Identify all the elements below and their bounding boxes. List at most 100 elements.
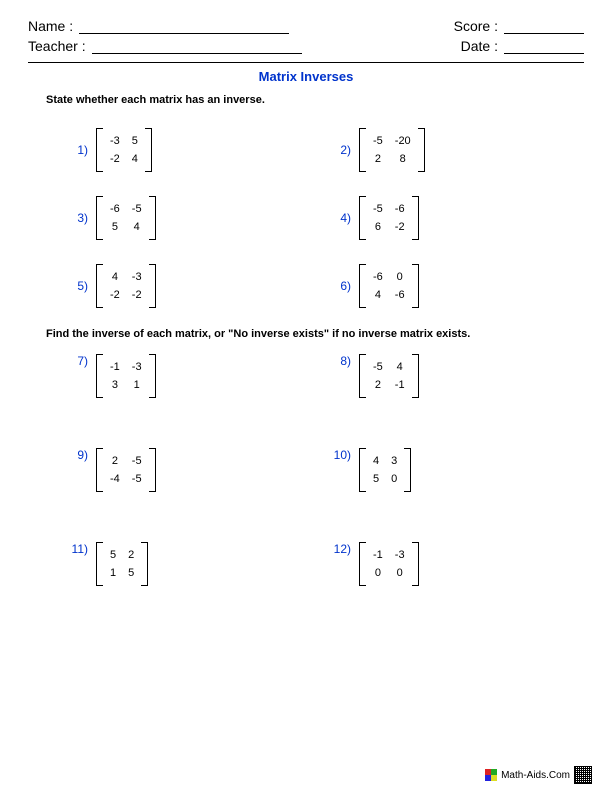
- matrix: 4-3-2-2: [96, 264, 156, 308]
- matrix-cell: 4: [126, 150, 144, 168]
- matrix: -5-2028: [359, 128, 425, 172]
- score-label: Score :: [454, 18, 498, 34]
- matrix-cell: 5: [122, 564, 140, 582]
- matrix-cell: -5: [126, 470, 148, 488]
- matrix-cell: -5: [367, 358, 389, 376]
- matrix-cell: -1: [389, 376, 411, 394]
- matrix-cell: 2: [367, 376, 389, 394]
- instruction-2: Find the inverse of each matrix, or "No …: [46, 328, 584, 340]
- problem: 6) -604-6: [321, 252, 574, 320]
- matrix-cell: -1: [104, 358, 126, 376]
- worksheet-page: Name : Score : Teacher : Date : Matrix I…: [0, 0, 612, 792]
- matrix-cell: -2: [104, 286, 126, 304]
- matrix-cell: 0: [385, 470, 403, 488]
- matrix-cell: -3: [104, 132, 126, 150]
- name-label: Name :: [28, 18, 73, 34]
- problem-number: 5): [58, 279, 88, 293]
- date-field: Date :: [461, 38, 584, 54]
- matrix-cell: -2: [126, 286, 148, 304]
- footer-site: Math-Aids.Com: [501, 770, 570, 781]
- score-field: Score :: [454, 18, 584, 34]
- matrix-cell: -20: [389, 132, 417, 150]
- matrix: 4350: [359, 448, 411, 492]
- matrix-cell: -2: [104, 150, 126, 168]
- problem-number: 3): [58, 211, 88, 225]
- matrix-cell: -2: [389, 218, 411, 236]
- matrix-cell: 2: [104, 452, 126, 470]
- matrix-cell: 1: [126, 376, 148, 394]
- header-row-1: Name : Score :: [28, 18, 584, 34]
- problem: 7) -1-331: [58, 350, 311, 444]
- matrix-cell: 2: [367, 150, 389, 168]
- matrix-cell: -6: [389, 286, 411, 304]
- matrix: -1-331: [96, 354, 156, 398]
- matrix-cell: 0: [389, 268, 411, 286]
- matrix-cell: 0: [389, 564, 411, 582]
- matrix: -35-24: [96, 128, 152, 172]
- problem: 11) 5215: [58, 538, 311, 632]
- problem-number: 12): [321, 542, 351, 556]
- matrix-cell: 1: [104, 564, 122, 582]
- problem-number: 4): [321, 211, 351, 225]
- teacher-field: Teacher :: [28, 38, 302, 54]
- matrix-cell: 3: [385, 452, 403, 470]
- score-blank: [504, 18, 584, 34]
- matrix-cell: 3: [104, 376, 126, 394]
- name-blank: [79, 18, 289, 34]
- instruction-1: State whether each matrix has an inverse…: [46, 94, 584, 106]
- header-row-2: Teacher : Date :: [28, 38, 584, 54]
- logo-icon: [485, 769, 497, 781]
- problem-number: 7): [58, 354, 88, 368]
- matrix-cell: -5: [367, 200, 389, 218]
- matrix-cell: 5: [367, 470, 385, 488]
- problem: 4) -5-66-2: [321, 184, 574, 252]
- problem: 8) -542-1: [321, 350, 574, 444]
- matrix-cell: -3: [389, 546, 411, 564]
- footer: Math-Aids.Com: [485, 766, 592, 784]
- matrix-cell: -3: [126, 268, 148, 286]
- problem-number: 11): [58, 542, 88, 556]
- date-blank: [504, 38, 584, 54]
- matrix-cell: 5: [104, 218, 126, 236]
- matrix-cell: -6: [389, 200, 411, 218]
- problem: 12) -1-300: [321, 538, 574, 632]
- matrix: -6-554: [96, 196, 156, 240]
- matrix-cell: 4: [389, 358, 411, 376]
- problem-number: 8): [321, 354, 351, 368]
- date-label: Date :: [461, 38, 498, 54]
- problem: 2) -5-2028: [321, 116, 574, 184]
- matrix-cell: 2: [122, 546, 140, 564]
- problem-number: 2): [321, 143, 351, 157]
- problem: 1) -35-24: [58, 116, 311, 184]
- name-field: Name :: [28, 18, 289, 34]
- problem: 9)2-5-4-5: [58, 444, 311, 538]
- matrix: -1-300: [359, 542, 419, 586]
- problem: 5) 4-3-2-2: [58, 252, 311, 320]
- problem-number: 10): [321, 448, 351, 462]
- problem: 10) 4350: [321, 444, 574, 538]
- matrix: 2-5-4-5: [96, 448, 156, 492]
- qr-icon: [574, 766, 592, 784]
- page-title: Matrix Inverses: [28, 69, 584, 84]
- problem-number: 1): [58, 143, 88, 157]
- matrix-cell: 8: [389, 150, 417, 168]
- matrix-cell: 4: [367, 286, 389, 304]
- problem-number: 6): [321, 279, 351, 293]
- matrix: -5-66-2: [359, 196, 419, 240]
- matrix-cell: 5: [104, 546, 122, 564]
- matrix-cell: 5: [126, 132, 144, 150]
- matrix-cell: 6: [367, 218, 389, 236]
- matrix-cell: -6: [104, 200, 126, 218]
- problems-section-a: 1)-35-242)-5-20283)-6-5544)-5-66-25)4-3-…: [28, 116, 584, 320]
- matrix-cell: -5: [126, 452, 148, 470]
- matrix-cell: 4: [367, 452, 385, 470]
- matrix-cell: -3: [126, 358, 148, 376]
- matrix-cell: -5: [126, 200, 148, 218]
- teacher-blank: [92, 38, 302, 54]
- matrix-cell: -4: [104, 470, 126, 488]
- matrix-cell: -5: [367, 132, 389, 150]
- matrix: -604-6: [359, 264, 419, 308]
- header-rule: [28, 62, 584, 63]
- matrix-cell: 0: [367, 564, 389, 582]
- teacher-label: Teacher :: [28, 38, 86, 54]
